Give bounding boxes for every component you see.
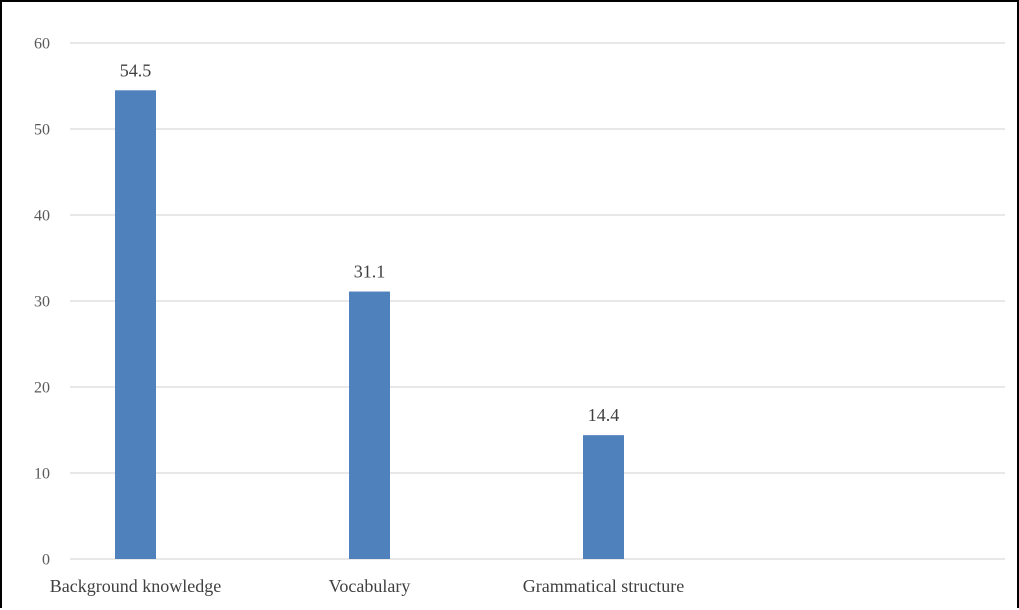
x-category-label: Vocabulary xyxy=(329,576,411,596)
y-tick-label: 10 xyxy=(34,466,50,483)
bar xyxy=(115,90,156,560)
x-category-label: Background knowledge xyxy=(50,576,221,596)
y-tick-label: 0 xyxy=(42,552,50,569)
data-label: 14.4 xyxy=(588,405,620,425)
y-tick-label: 20 xyxy=(34,380,50,397)
bars xyxy=(115,90,624,560)
bar xyxy=(349,291,390,559)
data-labels: 54.5 31.1 14.4 xyxy=(120,60,620,425)
data-label: 31.1 xyxy=(354,262,386,282)
x-category-label: Grammatical structure xyxy=(523,576,684,596)
y-tick-label: 60 xyxy=(34,36,50,53)
y-axis: 0 10 20 30 40 50 60 xyxy=(34,36,50,569)
bar xyxy=(583,435,624,559)
y-tick-label: 50 xyxy=(34,122,50,139)
y-tick-label: 40 xyxy=(34,208,50,225)
x-axis: Background knowledge Vocabulary Grammatica… xyxy=(50,576,684,596)
y-tick-label: 30 xyxy=(34,294,50,311)
gridlines xyxy=(70,42,1005,560)
data-label: 54.5 xyxy=(120,60,152,80)
